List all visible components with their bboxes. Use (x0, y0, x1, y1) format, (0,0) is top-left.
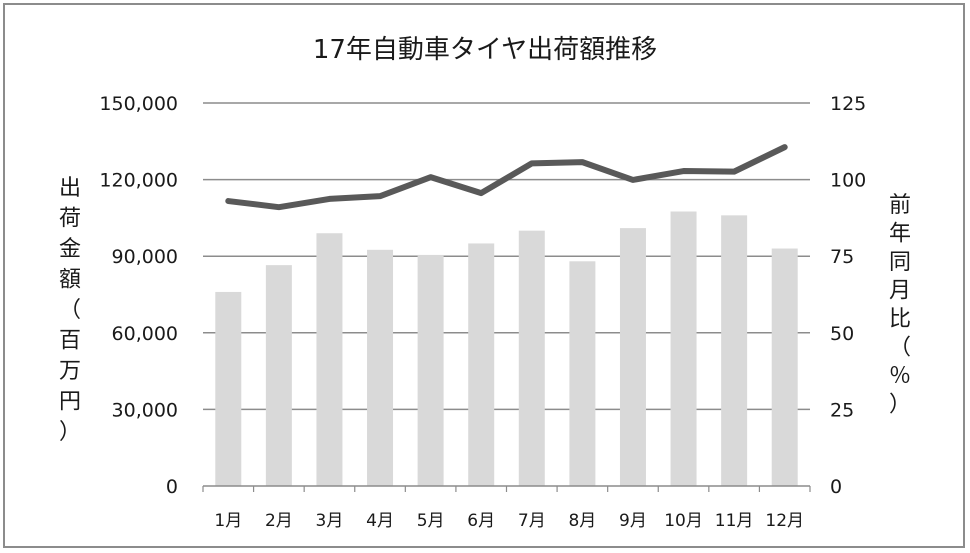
right-axis-label-char: 月 (889, 279, 911, 304)
line-point-8 (581, 161, 583, 163)
bar-6 (468, 243, 495, 486)
right-axis-label-char: ％ (889, 364, 911, 389)
line-point-12 (784, 146, 786, 148)
bar-11 (721, 215, 748, 486)
line-point-4 (379, 195, 381, 197)
x-tick-label: 12月 (765, 511, 804, 531)
line-point-11 (733, 171, 735, 173)
line-point-2 (278, 206, 280, 208)
bar-9 (619, 228, 646, 486)
line-point-9 (632, 179, 634, 181)
x-tick-label: 6月 (467, 511, 495, 531)
axes (202, 485, 811, 492)
left-axis-label-char: 円 (59, 390, 81, 415)
right-axis-label-char: ） (889, 393, 911, 418)
right-axis-ticks: 0 25 50 75 100 125 (830, 93, 866, 498)
left-axis-label-char: 百 (59, 329, 81, 354)
left-tick-label: 90,000 (112, 246, 178, 268)
right-tick-label: 50 (830, 323, 854, 345)
left-tick-label: 30,000 (112, 399, 178, 421)
left-axis-label-char: （ (59, 298, 81, 323)
x-axis-ticks: 1月 2月 3月 4月 5月 6月 7月 8月 9月 10月 11月 12月 (214, 511, 804, 531)
bar-3 (316, 233, 343, 486)
line-point-6 (480, 192, 482, 194)
right-tick-label: 25 (830, 399, 854, 421)
right-axis-label-char: 年 (889, 222, 911, 247)
left-axis-label-char: 金 (59, 237, 81, 262)
bar-7 (518, 230, 545, 486)
line-point-7 (531, 162, 533, 164)
bar-2 (265, 265, 292, 486)
right-tick-label: 100 (830, 170, 866, 192)
line-point-1 (227, 200, 229, 202)
right-tick-label: 125 (830, 93, 866, 115)
x-tick-label: 11月 (715, 511, 754, 531)
line-point-3 (328, 198, 330, 200)
line-path (225, 144, 788, 211)
x-tick-label: 1月 (214, 511, 242, 531)
x-tick-label: 9月 (619, 511, 647, 531)
left-axis-label-char: 荷 (59, 207, 81, 232)
right-tick-label: 75 (830, 246, 854, 268)
x-tick-label: 10月 (664, 511, 703, 531)
x-tick-label: 4月 (366, 511, 394, 531)
bar-1 (215, 291, 242, 486)
x-tick-label: 2月 (265, 511, 293, 531)
right-tick-label: 0 (830, 476, 842, 498)
left-axis-label-char: 出 (59, 176, 81, 201)
grid-lines (203, 102, 810, 411)
bar-8 (569, 261, 596, 486)
right-axis-label-char: 前 (889, 193, 911, 218)
x-tick-label: 7月 (518, 511, 546, 531)
chart-title: 17年自動車タイヤ出荷額推移 (313, 35, 657, 65)
bar-12 (771, 248, 798, 486)
left-axis-label-char: ） (59, 420, 81, 445)
bar-series (215, 211, 798, 486)
x-tick-label: 3月 (316, 511, 344, 531)
right-axis-label-char: 比 (889, 307, 911, 332)
left-tick-label: 150,000 (99, 93, 178, 115)
left-axis-label-char: 万 (59, 359, 81, 384)
x-tick-label: 8月 (568, 511, 596, 531)
bar-5 (417, 254, 444, 486)
line-series (225, 144, 788, 211)
bar-4 (367, 249, 394, 486)
right-axis-label-char: 同 (889, 250, 911, 275)
left-tick-label: 0 (166, 476, 178, 498)
left-axis-ticks: 0 30,000 60,000 90,000 120,000 150,000 (99, 93, 178, 498)
bar-10 (670, 211, 697, 486)
left-tick-label: 60,000 (112, 323, 178, 345)
line-point-5 (430, 176, 432, 178)
left-tick-label: 120,000 (99, 170, 178, 192)
line-point-10 (683, 170, 685, 172)
x-tick-label: 5月 (417, 511, 445, 531)
right-axis-label-char: （ (889, 336, 911, 361)
left-axis-label-char: 額 (59, 268, 81, 293)
